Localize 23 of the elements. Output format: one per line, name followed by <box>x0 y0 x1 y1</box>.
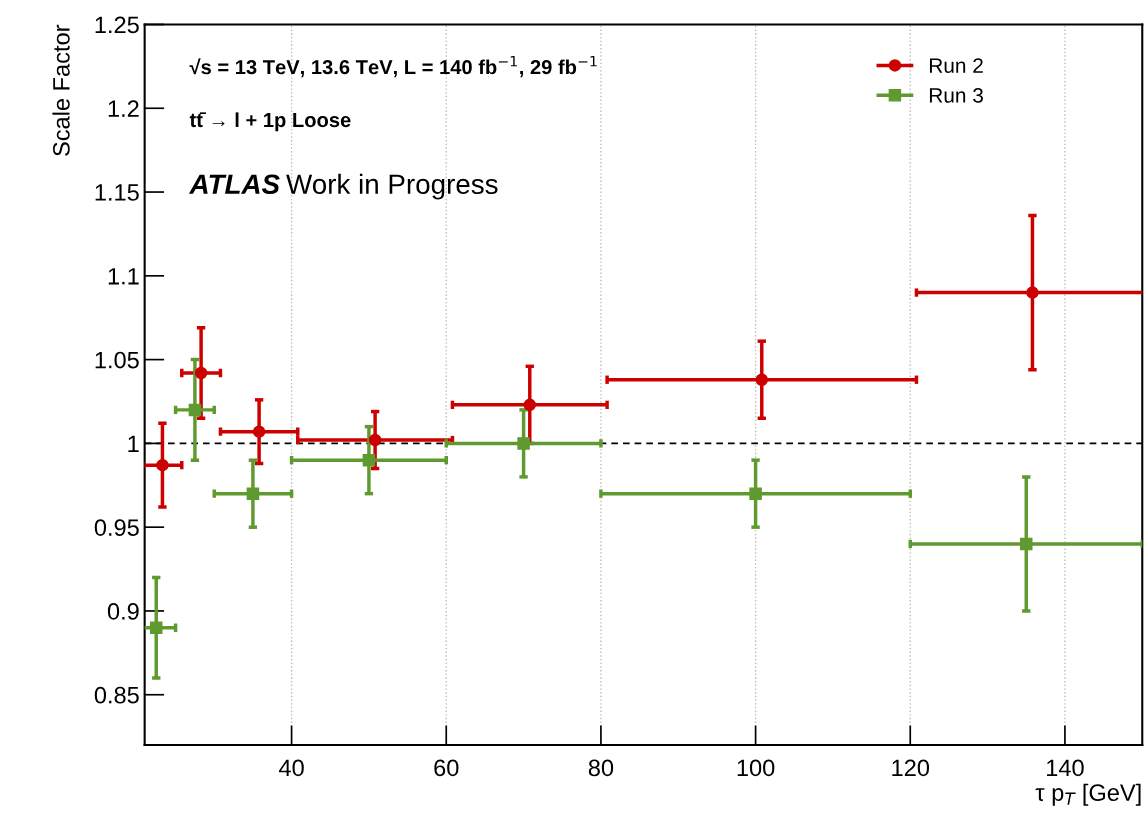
y-tick-label: 0.95 <box>94 519 139 536</box>
y-tick-label: 1.2 <box>108 100 139 117</box>
x-axis-title: τ p$_{T}$ [GeV] <box>1035 783 1141 806</box>
x-tick-label: 120 <box>892 759 930 777</box>
y-tick-label: 1.25 <box>95 16 139 34</box>
y-axis-title: Scale Factor <box>52 24 70 156</box>
x-tick-label: 140 <box>1047 759 1084 777</box>
legend-label: Run 3 <box>929 88 983 103</box>
annotation: √s = 13 TeV, 13.6 TeV, L = 140 fb$^{−1}$, 29 fb$^{−1}$ <box>189 56 597 78</box>
y-tick-label: 1.1 <box>108 268 139 285</box>
x-tick-label: 80 <box>588 759 614 777</box>
legend-label: Run 2 <box>929 58 983 73</box>
x-tick-label: 60 <box>434 759 459 777</box>
annotation: tt̄ → l + 1p Loose <box>189 112 351 132</box>
annotation: Work in Progress <box>286 173 498 200</box>
y-tick-label: 0.85 <box>94 686 139 704</box>
y-tick-label: 0.9 <box>107 603 139 620</box>
y-tick-label: 1.15 <box>95 184 139 201</box>
x-tick-label: 100 <box>737 759 775 777</box>
y-tick-label: 1.05 <box>95 351 139 369</box>
y-tick-label: 1 <box>128 435 139 452</box>
annotation: ATLAS <box>188 174 280 195</box>
x-tick-label: 40 <box>279 759 304 777</box>
